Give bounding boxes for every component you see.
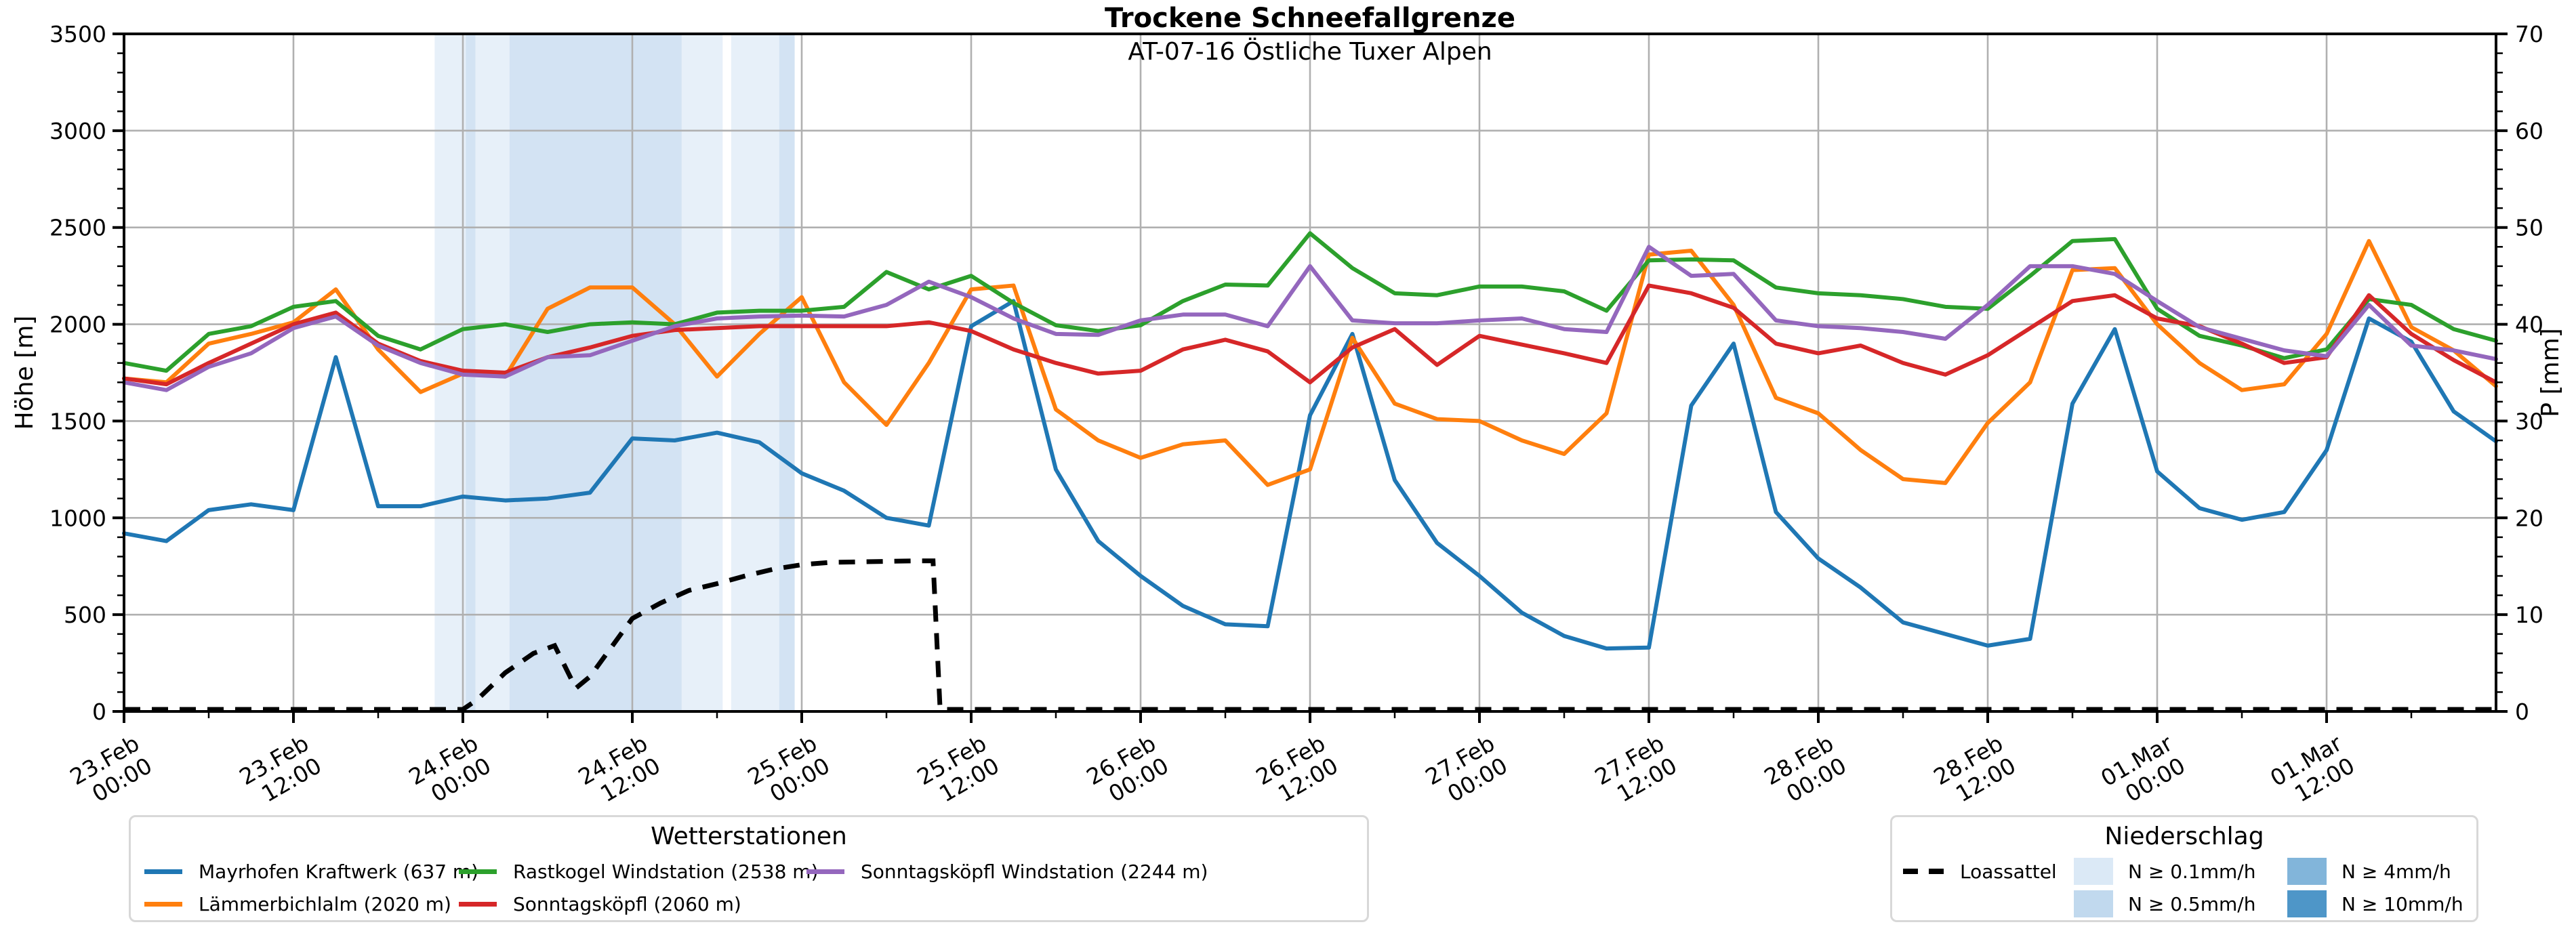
- y-left-tick-label: 500: [64, 602, 106, 628]
- precip-level-swatch: [2287, 858, 2327, 885]
- x-tick-label: 24.Feb12:00: [573, 730, 665, 812]
- x-tick-label: 28.Feb00:00: [1759, 730, 1851, 812]
- y-left-tick-label: 0: [92, 699, 106, 725]
- legend-niederschlag: Niederschlag Loassattel N ≥ 0.1mm/h N ≥ 0.…: [1890, 815, 2478, 922]
- legend-item-label: N ≥ 0.1mm/h: [2128, 860, 2256, 883]
- legend-item: N ≥ 0.1mm/h: [2074, 858, 2255, 885]
- x-tick-label: 01.Mar00:00: [2096, 730, 2190, 814]
- x-tick-label: 27.Feb12:00: [1590, 730, 1681, 812]
- precip-band: [779, 34, 795, 711]
- y-axis-label-left: Höhe [m]: [11, 316, 39, 430]
- loassattel-dash-swatch: [1903, 869, 1944, 874]
- legend-item-label: Mayrhofen Kraftwerk (637 m): [199, 860, 479, 883]
- loassattel-line: [124, 558, 2496, 712]
- y-right-tick-label: 0: [2515, 699, 2529, 725]
- legend-item: Mayrhofen Kraftwerk (637 m): [144, 858, 478, 885]
- legend-item-label: N ≥ 10mm/h: [2342, 892, 2463, 915]
- series-color-swatch: [144, 901, 182, 907]
- y-left-tick-label: 2000: [49, 312, 106, 338]
- legend-item: Loassattel: [1903, 858, 2057, 885]
- legend-item: N ≥ 4mm/h: [2287, 858, 2451, 885]
- legend-stations-title: Wetterstationen: [651, 823, 847, 850]
- loassattel-polyline: [124, 558, 2496, 712]
- legend-item: Lämmerbichlalm (2020 m): [144, 890, 451, 917]
- y-left-tick-label: 2500: [49, 215, 106, 241]
- x-tick-label: 01.Mar12:00: [2266, 730, 2359, 814]
- x-tick-label: 27.Feb00:00: [1420, 730, 1512, 812]
- y-axis-label-right: P [mm]: [2537, 328, 2564, 417]
- precip-level-swatch: [2287, 890, 2327, 917]
- series-line: [122, 299, 2498, 651]
- precip-band: [681, 34, 723, 711]
- x-tick-label: 25.Feb12:00: [912, 730, 1004, 812]
- precip-band: [509, 34, 682, 711]
- axis-ticks: [113, 33, 2508, 723]
- y-left-tick-label: 1500: [49, 408, 106, 434]
- series-line: [122, 239, 2498, 487]
- y-right-tick-label: 20: [2515, 505, 2543, 531]
- series-line: [122, 245, 2498, 392]
- series-color-swatch: [459, 869, 497, 874]
- y-right-tick-label: 10: [2515, 602, 2543, 628]
- y-right-tick-label: 30: [2515, 408, 2543, 434]
- chart-title: Trockene Schneefallgrenze: [1105, 3, 1515, 34]
- series-color-swatch: [806, 869, 844, 874]
- series-line: [122, 231, 2498, 373]
- legend-item: N ≥ 10mm/h: [2287, 890, 2463, 917]
- y-right-tick-label: 70: [2515, 21, 2543, 47]
- y-right-tick-label: 50: [2515, 215, 2543, 241]
- x-tick-label: 26.Feb00:00: [1082, 730, 1173, 812]
- x-tick-label: 23.Feb00:00: [65, 730, 157, 812]
- legend-item: Sonntagsköpfl (2060 m): [459, 890, 741, 917]
- x-tick-label: 28.Feb12:00: [1929, 730, 2020, 812]
- precip-band: [731, 34, 779, 711]
- legend-item-label: Sonntagsköpfl Windstation (2244 m): [861, 860, 1208, 883]
- precip-level-swatch: [2074, 890, 2113, 917]
- axis-tick-labels: 0 500 1000 1500 2000 2500 3000 3500 0 10 20 30 40 50 6…: [49, 21, 2543, 814]
- legend-item-label: Loassattel: [1960, 860, 2057, 883]
- legend-item-label: Lämmerbichlalm (2020 m): [199, 892, 451, 915]
- precip-level-swatch: [2074, 858, 2113, 885]
- x-tick-label: 26.Feb12:00: [1251, 730, 1343, 812]
- legend-item-label: N ≥ 0.5mm/h: [2128, 892, 2256, 915]
- series-color-swatch: [459, 901, 497, 907]
- x-tick-label: 23.Feb12:00: [234, 730, 326, 812]
- legend-wetterstationen: Wetterstationen Mayrhofen Kraftwerk (637…: [129, 815, 1369, 922]
- legend-precip-title: Niederschlag: [2104, 823, 2264, 850]
- chart-subtitle: AT-07-16 Östliche Tuxer Alpen: [1128, 38, 1492, 66]
- series-color-swatch: [144, 869, 182, 874]
- x-tick-label: 25.Feb00:00: [743, 730, 834, 812]
- x-tick-label: 24.Feb00:00: [404, 730, 495, 812]
- y-left-tick-label: 1000: [49, 505, 106, 531]
- legend-item-label: Rastkogel Windstation (2538 m): [513, 860, 819, 883]
- y-left-tick-label: 3500: [49, 21, 106, 47]
- legend-item-label: N ≥ 4mm/h: [2342, 860, 2451, 883]
- y-left-tick-label: 3000: [49, 118, 106, 144]
- series-line: [122, 283, 2498, 387]
- station-lines: [122, 231, 2498, 651]
- legend-item: N ≥ 0.5mm/h: [2074, 890, 2255, 917]
- legend-item: Rastkogel Windstation (2538 m): [459, 858, 819, 885]
- y-right-tick-label: 60: [2515, 118, 2543, 144]
- y-right-tick-label: 40: [2515, 312, 2543, 338]
- legend-item: Sonntagsköpfl Windstation (2244 m): [806, 858, 1208, 885]
- legend-item-label: Sonntagsköpfl (2060 m): [513, 892, 741, 915]
